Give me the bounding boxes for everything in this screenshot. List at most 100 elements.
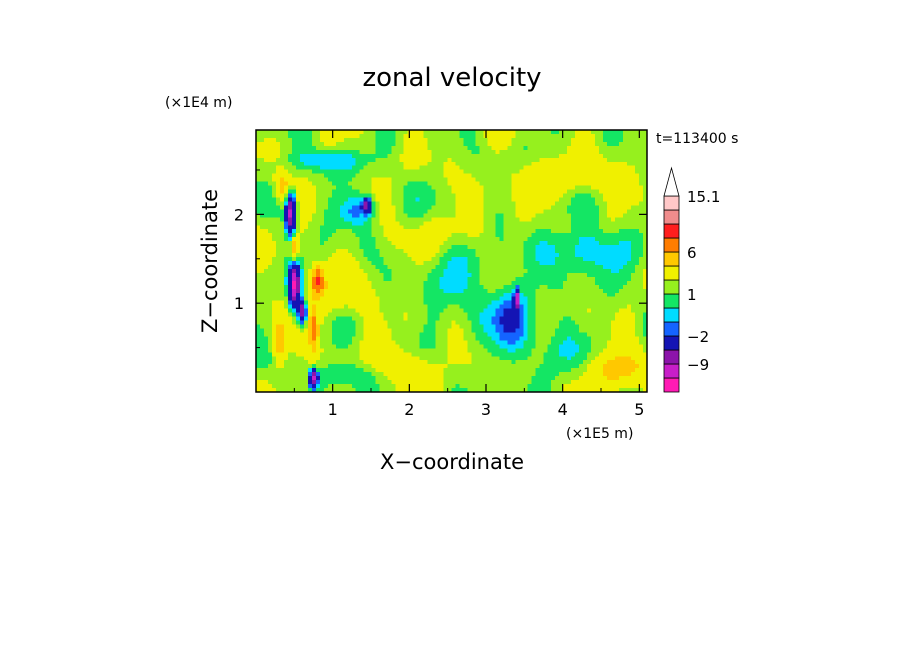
contour-cell <box>431 197 437 203</box>
contour-cell <box>535 257 540 262</box>
contour-cell <box>567 308 572 314</box>
contour-cell <box>487 205 492 210</box>
contour-cell <box>571 137 576 143</box>
contour-cell <box>443 161 449 167</box>
contour-cell <box>639 189 644 195</box>
contour-cell <box>427 284 433 290</box>
contour-cell <box>523 292 528 298</box>
contour-cell <box>279 308 285 314</box>
contour-cell <box>331 165 337 171</box>
contour-cell <box>495 320 500 326</box>
contour-cell <box>495 241 500 246</box>
contour-cell <box>355 320 361 326</box>
contour-cell <box>607 225 612 230</box>
contour-cell <box>635 173 640 179</box>
contour-cell <box>483 205 489 210</box>
contour-cell <box>271 169 277 175</box>
contour-cell <box>583 288 588 294</box>
contour-cell <box>347 161 353 167</box>
contour-cell <box>475 292 481 298</box>
contour-cell <box>256 288 261 294</box>
contour-cell <box>331 137 337 143</box>
contour-cell <box>567 316 572 322</box>
contour-cell <box>291 316 297 322</box>
contour-cell <box>403 137 409 143</box>
contour-cell <box>559 284 564 290</box>
contour-cell <box>335 292 341 298</box>
contour-cell <box>623 153 628 159</box>
contour-cell <box>639 241 644 246</box>
contour-cell <box>527 272 532 278</box>
contour-cell <box>551 173 556 179</box>
contour-cell <box>627 241 632 246</box>
contour-cell <box>415 225 421 230</box>
contour-cell <box>583 149 588 155</box>
contour-cell <box>343 193 349 199</box>
contour-cell <box>359 300 365 306</box>
contour-cell <box>259 225 265 230</box>
contour-cell <box>291 149 297 155</box>
contour-cell <box>323 217 329 222</box>
contour-cell <box>527 324 532 330</box>
contour-cell <box>539 324 544 330</box>
contour-cell <box>591 268 596 274</box>
contour-cell <box>315 316 321 322</box>
contour-cell <box>591 300 596 306</box>
contour-cell <box>415 296 421 302</box>
contour-cell <box>563 292 568 298</box>
contour-cell <box>435 257 441 262</box>
contour-cell <box>319 268 325 274</box>
contour-cell <box>291 328 297 334</box>
contour-cell <box>431 130 437 135</box>
contour-cell <box>607 145 612 151</box>
contour-cell <box>567 237 572 242</box>
contour-cell <box>563 193 568 199</box>
contour-cell <box>495 312 500 318</box>
contour-cell <box>583 264 588 270</box>
contour-cell <box>407 304 413 310</box>
contour-cell <box>383 161 389 167</box>
contour-cell <box>391 185 397 191</box>
contour-cell <box>259 261 265 266</box>
contour-cell <box>387 165 393 171</box>
contour-cell <box>387 209 393 214</box>
contour-cell <box>339 264 345 270</box>
contour-cell <box>443 130 449 135</box>
contour-cell <box>539 249 544 254</box>
contour-cell <box>455 169 461 175</box>
contour-cell <box>475 173 481 179</box>
contour-cell <box>475 137 481 143</box>
contour-cell <box>283 272 289 278</box>
contour-cell <box>435 217 441 222</box>
contour-cell <box>467 268 473 274</box>
contour-cell <box>563 149 568 155</box>
contour-cell <box>595 169 600 175</box>
contour-cell <box>311 264 317 270</box>
contour-cell <box>435 130 441 135</box>
contour-cell <box>419 276 425 282</box>
contour-cell <box>299 141 305 147</box>
contour-cell <box>571 149 576 155</box>
contour-cell <box>311 201 317 207</box>
contour-cell <box>367 280 373 286</box>
contour-cell <box>567 181 572 187</box>
contour-cell <box>287 245 293 250</box>
contour-cell <box>275 157 281 163</box>
contour-cell <box>331 268 337 274</box>
contour-cell <box>515 165 520 171</box>
contour-cell <box>475 213 481 218</box>
contour-cell <box>335 308 341 314</box>
contour-cell <box>575 272 580 278</box>
contour-cell <box>475 197 481 203</box>
contour-cell <box>571 201 576 207</box>
contour-cell <box>263 141 269 147</box>
contour-cell <box>603 268 608 274</box>
contour-cell <box>471 261 477 266</box>
contour-cell <box>339 268 345 274</box>
contour-cell <box>587 197 592 203</box>
contour-cell <box>259 149 265 155</box>
contour-cell <box>443 241 449 246</box>
contour-cell <box>607 221 612 226</box>
contour-cell <box>439 185 445 191</box>
contour-cell <box>611 141 616 147</box>
